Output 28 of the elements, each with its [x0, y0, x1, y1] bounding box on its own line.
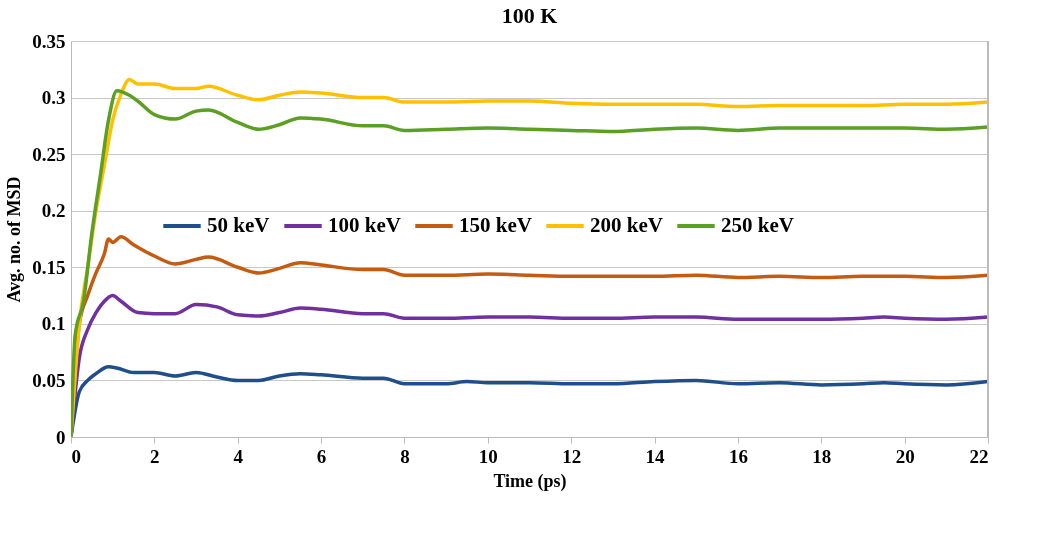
y-tick-label: 0.25: [32, 143, 66, 165]
y-tick-label: 0: [56, 426, 66, 448]
x-tick-label: 2: [150, 445, 160, 467]
y-tick-label: 0.2: [41, 200, 66, 222]
legend-label: 200 keV: [590, 213, 663, 237]
y-tick-label: 0.05: [32, 369, 66, 391]
x-tick-label: 12: [562, 445, 582, 467]
x-tick-label: 20: [895, 445, 915, 467]
x-tick-label: 8: [400, 445, 410, 467]
x-tick-label: 10: [478, 445, 498, 467]
x-tick-label: 14: [645, 445, 666, 467]
legend-label: 150 keV: [459, 213, 532, 237]
y-tick-label: 0.15: [32, 256, 66, 278]
x-axis-title: Time (ps): [493, 470, 567, 492]
x-tick-label: 22: [969, 445, 989, 467]
y-tick-label: 0.35: [32, 30, 66, 52]
legend-label: 250 keV: [721, 213, 794, 237]
chart-title: 100 K: [501, 3, 558, 28]
x-tick-label: 18: [812, 445, 832, 467]
x-tick-label: 4: [233, 445, 244, 467]
y-axis-title: Avg. no. of MSD: [4, 176, 25, 303]
legend-label: 100 keV: [328, 213, 401, 237]
y-tick-label: 0.1: [41, 313, 66, 335]
x-tick-label: 16: [728, 445, 748, 467]
y-tick-label: 0.3: [41, 87, 66, 109]
x-tick-label: 0: [71, 445, 81, 467]
legend-label: 50 keV: [207, 213, 270, 237]
x-tick-label: 6: [316, 445, 327, 467]
